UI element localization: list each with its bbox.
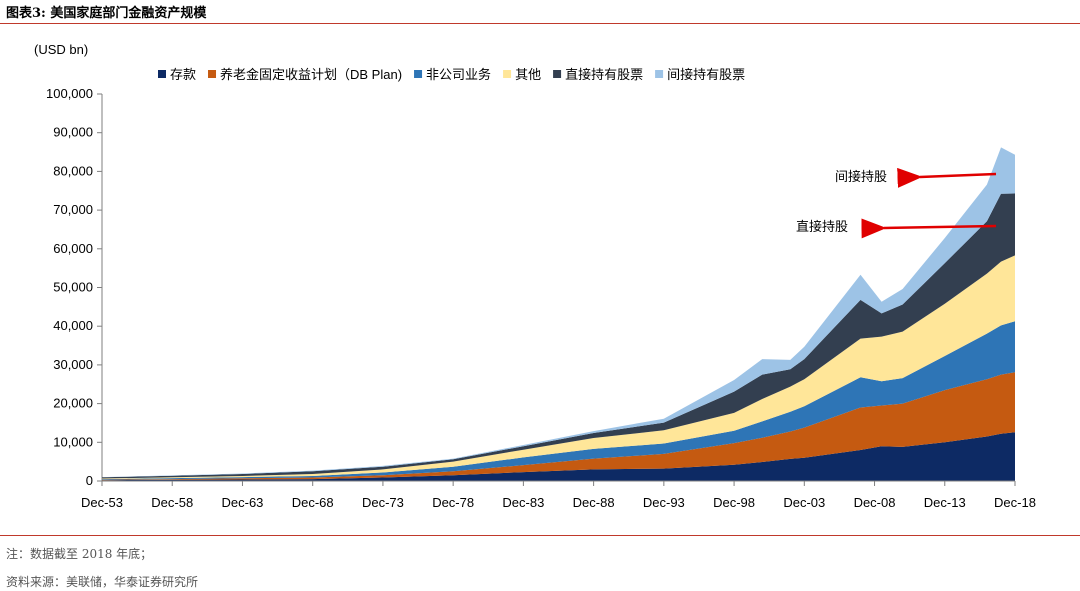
- series-area: [102, 147, 1015, 478]
- y-tick-label: 10,000: [53, 434, 93, 449]
- x-tick-label: Dec-83: [502, 495, 544, 510]
- x-tick-label: Dec-58: [151, 495, 193, 510]
- x-tick-label: Dec-08: [854, 495, 896, 510]
- legend-label: 间接持有股票: [667, 67, 745, 82]
- legend-label: 养老金固定收益计划（DB Plan): [220, 67, 402, 82]
- x-tick-label: Dec-68: [292, 495, 334, 510]
- footer-divider: [0, 535, 1080, 536]
- unit-label: (USD bn): [34, 42, 88, 57]
- legend-swatch: [414, 70, 423, 78]
- annotation-label: 直接持股: [796, 219, 848, 234]
- x-axis: Dec-53 Dec-58 Dec-63 Dec-68 Dec-73 Dec-78 Dec-…: [81, 480, 1036, 510]
- y-tick-label: 100,000: [46, 86, 93, 101]
- y-tick-label: 30,000: [53, 357, 93, 372]
- y-tick-label: 90,000: [53, 125, 93, 140]
- y-tick-label: 0: [86, 473, 93, 488]
- y-tick-label: 80,000: [53, 163, 93, 178]
- annotation-arrow: [861, 218, 997, 239]
- annotation-arrow: [897, 167, 997, 188]
- legend-label: 直接持有股票: [565, 67, 643, 82]
- y-axis: 0 10,000 20,000 30,000 40,000 50,000 60,000 70,…: [46, 86, 103, 488]
- legend-label: 其他: [515, 67, 541, 82]
- series-area: [102, 372, 1015, 481]
- figure-note: 注：数据截至 2018 年底；: [6, 547, 153, 561]
- x-tick-label: Dec-63: [222, 495, 264, 510]
- x-tick-label: Dec-53: [81, 495, 123, 510]
- title-divider: [0, 23, 1080, 24]
- legend-swatch: [158, 70, 166, 78]
- series-area: [102, 321, 1015, 480]
- x-tick-label: Dec-73: [362, 495, 404, 510]
- legend-label: 非公司业务: [426, 67, 491, 82]
- y-tick-label: 70,000: [53, 202, 93, 217]
- y-tick-label: 40,000: [53, 318, 93, 333]
- annotation-label: 间接持股: [835, 169, 887, 184]
- figure-title: 图表3: 美国家庭部门金融资产规模: [6, 6, 207, 21]
- figure-source: 资料来源：美联储，华泰证券研究所: [6, 575, 199, 589]
- y-tick-label: 50,000: [53, 280, 93, 295]
- x-tick-label: Dec-98: [713, 495, 755, 510]
- y-tick-label: 60,000: [53, 241, 93, 256]
- x-tick-label: Dec-18: [994, 495, 1036, 510]
- series-area: [102, 193, 1015, 479]
- chart-legend: 存款 养老金固定收益计划（DB Plan) 非公司业务 其他 直接持有股票 间接持有股票: [158, 67, 745, 82]
- x-tick-label: Dec-78: [432, 495, 474, 510]
- x-tick-label: Dec-93: [643, 495, 685, 510]
- legend-swatch: [503, 70, 512, 78]
- legend-swatch: [208, 70, 217, 78]
- area-series: [102, 147, 1015, 481]
- stacked-area-chart: (USD bn) 存款 养老金固定收益计划（DB Plan) 非公司业务 其他 直接持有…: [34, 42, 1036, 510]
- x-tick-label: Dec-03: [783, 495, 825, 510]
- series-area: [102, 255, 1015, 480]
- y-tick-label: 20,000: [53, 396, 93, 411]
- legend-swatch: [553, 70, 562, 78]
- x-tick-label: Dec-13: [924, 495, 966, 510]
- legend-swatch: [655, 70, 664, 78]
- legend-label: 存款: [170, 67, 196, 82]
- series-area: [102, 432, 1015, 481]
- x-tick-label: Dec-88: [573, 495, 615, 510]
